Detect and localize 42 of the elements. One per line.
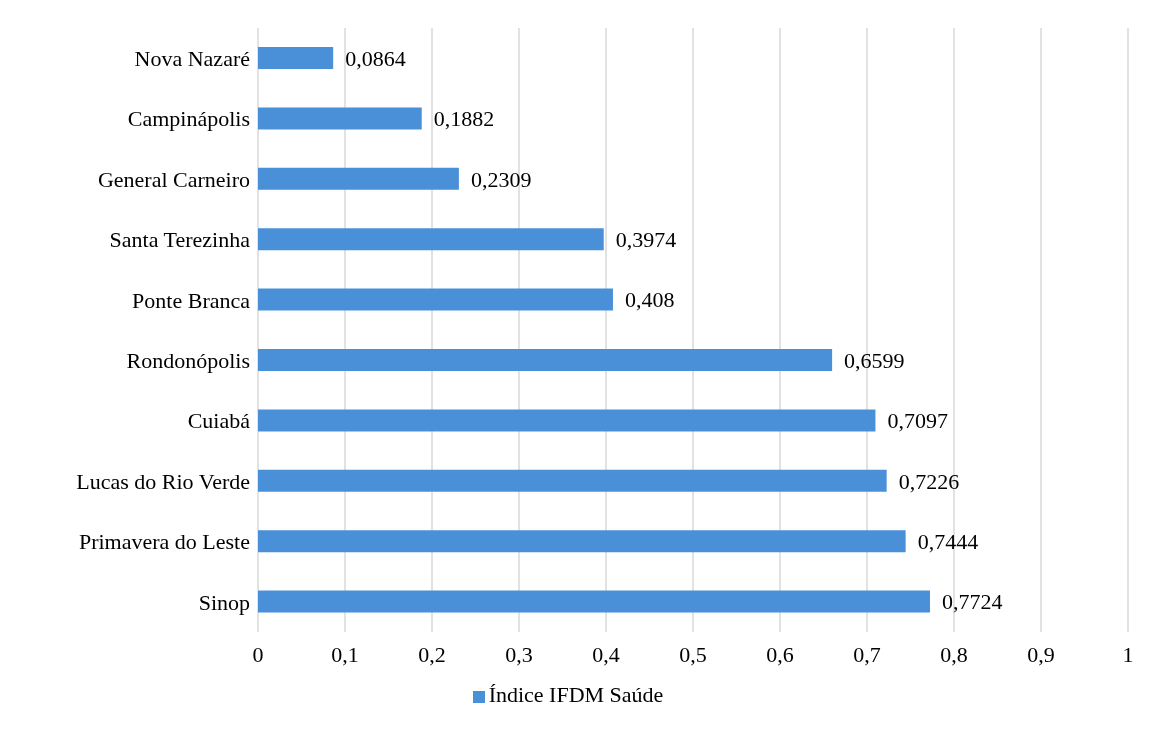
bar — [258, 228, 604, 251]
x-tick-label: 0 — [252, 642, 264, 667]
x-tick-label: 0,8 — [940, 642, 968, 667]
x-tick-label: 0,9 — [1027, 642, 1055, 667]
y-tick-label: Sinop — [198, 589, 250, 615]
bar — [258, 590, 930, 613]
data-label: 0,7226 — [898, 468, 960, 494]
data-label: 0,408 — [624, 287, 675, 313]
x-tick-label: 0,5 — [679, 642, 707, 667]
y-tick-label: Cuiabá — [187, 408, 251, 434]
data-label: 0,7097 — [887, 408, 948, 434]
x-tick-label: 0,6 — [766, 642, 794, 667]
x-tick-label: 0,3 — [505, 642, 533, 667]
y-tick-label: Ponte Branca — [132, 287, 251, 313]
data-label: 0,1882 — [433, 106, 495, 132]
x-tick-label: 0,2 — [418, 642, 446, 667]
y-tick-label: Rondonópolis — [126, 348, 250, 374]
bar — [258, 469, 887, 492]
y-tick-label: Primavera do Leste — [78, 529, 250, 555]
legend-label: Índice IFDM Saúde — [488, 682, 664, 707]
x-tick-label: 0,7 — [853, 642, 881, 667]
data-label: 0,7444 — [917, 529, 979, 555]
data-label: 0,6599 — [844, 347, 905, 373]
y-tick-label: Campinápolis — [127, 106, 250, 132]
x-tick-label: 1 — [1122, 642, 1134, 667]
bar — [258, 167, 459, 190]
bar — [258, 47, 334, 69]
bar — [258, 349, 833, 371]
y-tick-label: Lucas do Rio Verde — [76, 468, 250, 494]
x-tick-label: 0,4 — [592, 642, 620, 667]
y-tick-label: Santa Terezinha — [109, 227, 251, 253]
bar — [258, 288, 613, 311]
bar — [258, 409, 876, 432]
data-label: 0,3974 — [615, 227, 677, 253]
y-tick-label: Nova Nazaré — [134, 46, 250, 72]
data-label: 0,7724 — [941, 589, 1003, 615]
data-label: 0,2309 — [470, 166, 532, 192]
data-label: 0,0864 — [345, 45, 406, 71]
bar — [258, 107, 422, 130]
y-tick-label: General Carneiro — [97, 166, 250, 192]
x-tick-label: 0,1 — [331, 642, 359, 667]
bar — [258, 530, 906, 553]
